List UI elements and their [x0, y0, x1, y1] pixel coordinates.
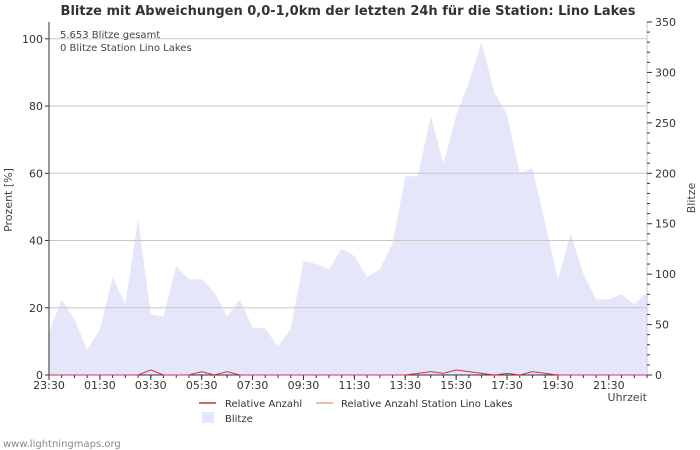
y-right-tick-label: 150 [655, 218, 676, 231]
y-left-tick-label: 100 [22, 33, 43, 46]
series-blitze-area [49, 42, 647, 376]
x-tick-label: 23:30 [33, 379, 65, 392]
y-right-axis-label: Blitze [685, 183, 698, 214]
x-tick-label: 05:30 [186, 379, 218, 392]
y-left-tick-label: 60 [29, 167, 43, 180]
y-left-tick-label: 0 [36, 369, 43, 382]
x-tick-label: 17:30 [491, 379, 523, 392]
x-tick-label: 03:30 [135, 379, 167, 392]
y-right-tick-label: 50 [655, 319, 669, 332]
chart-title: Blitze mit Abweichungen 0,0-1,0km der le… [61, 4, 636, 19]
x-tick-label: 21:30 [593, 379, 625, 392]
legend-label-relative-anzahl-station: Relative Anzahl Station Lino Lakes [341, 399, 513, 410]
legend-swatch-blitze [202, 412, 214, 423]
y-right-tick-label: 300 [655, 66, 676, 79]
x-tick-label: 07:30 [237, 379, 269, 392]
info-station-strikes: 0 Blitze Station Lino Lakes [60, 43, 192, 54]
x-tick-label: 11:30 [339, 379, 371, 392]
series-relative-anzahl-line [49, 369, 647, 376]
y-right-tick-label: 350 [655, 16, 676, 29]
info-total-strikes: 5.653 Blitze gesamt [60, 30, 160, 41]
footer-source: www.lightningmaps.org [3, 439, 121, 450]
y-right-tick-label: 100 [655, 268, 676, 281]
y-right-tick-label: 200 [655, 167, 676, 180]
legend: Relative Anzahl Relative Anzahl Station … [199, 399, 513, 425]
x-tick-label: 19:30 [542, 379, 574, 392]
y-left-tick-label: 80 [29, 100, 43, 113]
legend-label-relative-anzahl: Relative Anzahl [225, 399, 302, 410]
y-left-axis-label: Prozent [%] [2, 168, 15, 232]
legend-label-blitze: Blitze [225, 414, 253, 425]
y-right-tick-label: 0 [655, 369, 662, 382]
y-left-tick-label: 40 [29, 235, 43, 248]
plot-area: 0 20 40 60 80 100 0 50 100 150 200 250 300 350 23:30 01… [22, 16, 676, 392]
x-tick-label: 13:30 [389, 379, 421, 392]
x-tick-label: 15:30 [440, 379, 472, 392]
y-right-tick-label: 250 [655, 117, 676, 130]
x-axis-label: Uhrzeit [608, 391, 648, 404]
y-left-tick-label: 20 [29, 302, 43, 315]
x-tick-label: 09:30 [288, 379, 320, 392]
x-tick-label: 01:30 [84, 379, 116, 392]
